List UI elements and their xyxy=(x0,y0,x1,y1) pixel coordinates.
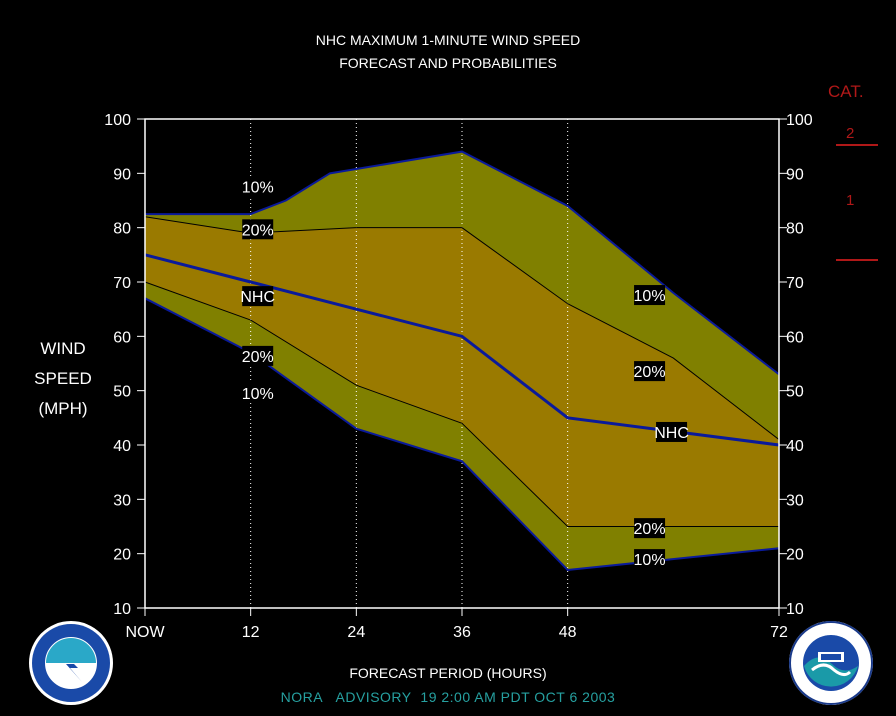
advisory-time: 2:00 xyxy=(441,689,471,705)
category-threshold-line-1 xyxy=(836,259,878,261)
y-tick-label-left: 20 xyxy=(113,547,131,564)
y-tick-label-right: 40 xyxy=(786,438,804,455)
y-tick-label-right: 70 xyxy=(786,275,804,292)
advisory-number: 19 xyxy=(420,689,437,705)
x-tick-label: 24 xyxy=(347,624,365,641)
label-nhc-left-bg xyxy=(242,286,274,307)
category-1-label: 1 xyxy=(846,192,855,209)
y-axis-label-line2: SPEED xyxy=(34,369,92,388)
y-tick-label-right: 30 xyxy=(786,492,804,509)
y-tick-label-left: 60 xyxy=(113,329,131,346)
advisory-ampm: AM xyxy=(474,689,497,705)
noaa-logo-icon xyxy=(789,621,873,705)
y-tick-label-right: 20 xyxy=(786,547,804,564)
storm-name: NORA xyxy=(280,689,324,705)
y-tick-label-right: 60 xyxy=(786,329,804,346)
label-upper-20-right-text: 20% xyxy=(634,364,666,381)
y-axis-label-line3: (MPH) xyxy=(38,399,88,418)
label-upper-10-right-bg xyxy=(634,285,666,306)
advisory-year: 2003 xyxy=(582,689,616,705)
category-threshold-line-2 xyxy=(836,144,878,146)
nhc-forecast-line xyxy=(144,253,780,447)
label-lower-20-left-text: 20% xyxy=(242,349,274,366)
chart-title-line2: FORECAST AND PROBABILITIES xyxy=(339,55,557,71)
label-nhc-right-bg xyxy=(656,421,688,442)
x-tick-label: 12 xyxy=(242,624,260,641)
label-lower-20-right-bg xyxy=(634,518,666,539)
label-upper-10-right: 10% xyxy=(634,285,666,306)
label-lower-10-left-bg xyxy=(242,382,274,403)
y-tick-label-left: 40 xyxy=(113,438,131,455)
advisory-day: 6 xyxy=(569,689,578,705)
y-tick-label-right: 10 xyxy=(786,601,804,618)
x-tick-label: 48 xyxy=(559,624,577,641)
label-upper-10-left-bg xyxy=(242,176,274,197)
y-tick-label-left: 50 xyxy=(113,384,131,401)
y-tick-label-left: 70 xyxy=(113,275,131,292)
label-lower-20-right: 20% xyxy=(634,518,666,539)
label-lower-10-right-bg xyxy=(634,549,666,570)
label-upper-20-left-bg xyxy=(242,219,274,240)
label-lower-20-left-bg xyxy=(242,345,274,366)
x-tick-label: NOW xyxy=(125,624,165,641)
label-lower-20-left: 20% xyxy=(242,345,274,366)
y-tick-label-left: 10 xyxy=(113,601,131,618)
y-tick-label-right: 50 xyxy=(786,384,804,401)
label-lower-10-left-text: 10% xyxy=(242,386,274,403)
nws-logo-icon xyxy=(29,621,113,705)
y-tick-label-left: 30 xyxy=(113,492,131,509)
label-upper-10-left: 10% xyxy=(242,176,274,197)
series-labels: 10% 20% NHC 20% 10% 10% 20% NHC 20% 10% xyxy=(240,176,689,570)
lower-10-line xyxy=(144,297,780,572)
y-tick-label-right: 90 xyxy=(786,166,804,183)
label-nhc-left-text: NHC xyxy=(240,289,275,306)
y-tick-label-right: 100 xyxy=(786,112,813,129)
y-tick-label-right: 80 xyxy=(786,221,804,238)
advisory-footer: NORA ADVISORY 19 2:00 AM PDT OCT 6 2003 xyxy=(0,689,896,705)
x-tick-label: 36 xyxy=(453,624,471,641)
label-upper-10-left-text: 10% xyxy=(242,179,274,196)
axis-ticks: 10 10 20 20 30 30 40 40 50 50 60 60 70 70 80 80 90 90 100 1… xyxy=(104,112,813,641)
advisory-month: OCT xyxy=(534,689,566,705)
label-nhc-left: NHC xyxy=(240,286,275,307)
chart-title-line1: NHC MAXIMUM 1-MINUTE WIND SPEED xyxy=(315,32,581,48)
y-tick-label-left: 100 xyxy=(104,112,131,129)
label-upper-20-right-bg xyxy=(634,361,666,382)
label-lower-10-right: 10% xyxy=(634,549,666,570)
category-scale-title: CAT. xyxy=(828,82,864,101)
x-axis-title: FORECAST PERIOD (HOURS) xyxy=(349,665,547,681)
y-tick-label-left: 80 xyxy=(113,221,131,238)
x-tick-label: 72 xyxy=(770,624,788,641)
label-lower-10-right-text: 10% xyxy=(634,552,666,569)
advisory-word: ADVISORY xyxy=(335,689,412,705)
label-nhc-right: NHC xyxy=(654,421,689,442)
label-upper-20-left-text: 20% xyxy=(242,222,274,239)
category-2-label: 2 xyxy=(846,125,855,142)
label-lower-10-left: 10% xyxy=(242,382,274,403)
upper-10-line xyxy=(145,150,780,376)
y-axis-label-line1: WIND xyxy=(40,339,86,358)
advisory-zone: PDT xyxy=(500,689,530,705)
lower-20-line xyxy=(144,281,779,527)
label-upper-20-left: 20% xyxy=(242,219,274,240)
label-upper-10-right-text: 10% xyxy=(634,288,666,305)
y-tick-label-left: 90 xyxy=(113,166,131,183)
label-lower-20-right-text: 20% xyxy=(634,521,666,538)
label-nhc-right-text: NHC xyxy=(654,425,689,442)
label-upper-20-right: 20% xyxy=(634,361,666,382)
